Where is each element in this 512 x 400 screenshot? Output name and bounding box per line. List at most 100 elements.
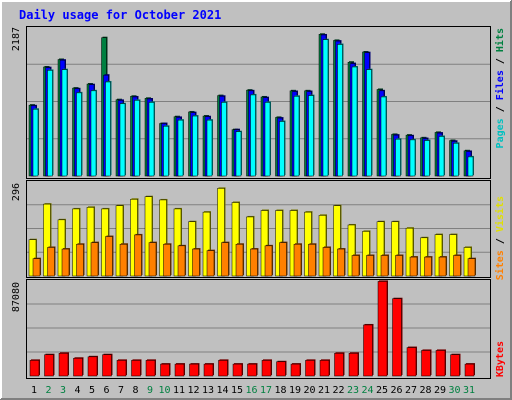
kbytes-bar	[348, 353, 359, 377]
sites-bar	[308, 243, 316, 277]
pages-bar	[163, 126, 169, 177]
pages-bar	[192, 115, 198, 177]
kbytes-bar	[450, 354, 460, 377]
kbytes-bar	[305, 360, 315, 377]
visits-bar	[391, 221, 399, 277]
visits-bar	[173, 208, 182, 277]
pages-bar	[264, 102, 271, 177]
day-label: 9	[147, 385, 153, 396]
day-label: 27	[405, 385, 417, 396]
day-label: 28	[419, 385, 431, 396]
pages-bar	[467, 156, 474, 177]
day-label: 14	[216, 385, 228, 396]
kbytes-bar	[29, 360, 40, 377]
sites-bar	[177, 245, 186, 277]
hits-legend: Hits	[494, 28, 506, 52]
pages-bar	[438, 136, 445, 177]
pages-bar	[293, 96, 300, 177]
kbytes-bar	[261, 360, 272, 377]
kbytes-bar	[145, 360, 156, 377]
day-label: 22	[332, 385, 344, 396]
kbytes-bar	[44, 354, 54, 377]
pages-bar	[61, 69, 68, 177]
sites-bar	[424, 256, 432, 277]
day-label: 2	[45, 385, 51, 396]
kbytes-bar	[102, 354, 112, 377]
day-label: 6	[103, 385, 109, 396]
sites-bar	[206, 250, 215, 277]
sites-bar	[467, 258, 476, 277]
day-label: 13	[202, 385, 214, 396]
kbytes-bar	[276, 361, 286, 377]
day-label: 3	[60, 385, 66, 396]
kbytes-bar	[290, 363, 301, 377]
pages-bar	[337, 44, 343, 177]
pages-bar	[322, 39, 329, 177]
kbytes-bar	[464, 363, 475, 377]
pages-bar	[409, 139, 416, 177]
day-label: 17	[260, 385, 272, 396]
pages-bar	[134, 100, 140, 177]
day-label: 11	[173, 385, 185, 396]
day-label: 20	[303, 385, 315, 396]
kbytes-bar	[218, 360, 228, 377]
day-label: 7	[118, 385, 124, 396]
sites-bar	[163, 243, 171, 277]
visits-bar	[318, 215, 327, 277]
day-label: 30	[448, 385, 460, 396]
panel2-max-label: 296	[11, 183, 22, 201]
day-label: 24	[361, 385, 373, 396]
kbytes-bar	[435, 350, 446, 377]
kbytes-bar	[406, 347, 417, 377]
kbytes-bar	[160, 363, 170, 377]
sites-bar	[322, 247, 331, 277]
day-label: 31	[463, 385, 475, 396]
day-axis-labels: 1 2 3 4 5 6 7 8 9 10 11 12 13 14 15 16 17 18 19 20 21 22 23 24 2…	[31, 385, 475, 396]
pages-bar	[32, 108, 39, 177]
sites-bar	[337, 248, 345, 277]
visits-bar	[57, 219, 66, 277]
kbytes-bar	[319, 360, 330, 377]
pages-legend: Pages	[495, 118, 506, 148]
day-label: 5	[89, 385, 95, 396]
pages-bar	[105, 81, 111, 177]
visits-bar	[260, 210, 269, 277]
pages-bar	[250, 94, 256, 177]
visits-bar	[376, 221, 385, 277]
pages-bar	[366, 69, 372, 177]
visits-bar	[246, 216, 254, 277]
kbytes-bar	[334, 353, 344, 377]
visits-bar	[202, 211, 211, 277]
pages-bar	[119, 103, 126, 177]
hits-files-pages-panel: 2187 Pages / Files / Hits	[11, 26, 506, 179]
pages-bar	[148, 102, 155, 177]
sites-bar	[395, 255, 403, 277]
panel1-ylabel: Pages / Files / Hits	[494, 28, 506, 148]
sites-bar	[351, 255, 360, 277]
sites-bar	[409, 256, 418, 277]
kbytes-bar	[203, 363, 214, 377]
sites-bar	[264, 245, 273, 277]
sites-bar	[235, 243, 244, 277]
sites-bar	[250, 248, 258, 277]
kbytes-bar	[232, 363, 243, 377]
visits-bar	[347, 224, 356, 277]
panel2-ylabel: Sites / Visits	[494, 196, 506, 280]
pages-bar	[424, 140, 430, 177]
kbytes-bar	[421, 350, 431, 377]
kbytes-bar	[392, 298, 402, 377]
visits-bar	[43, 203, 51, 277]
pages-bar	[279, 121, 285, 177]
sites-bar	[105, 236, 113, 277]
day-label: 15	[231, 385, 243, 396]
visits-bar	[217, 188, 225, 277]
pages-bar	[221, 102, 227, 177]
panel1-max-label: 2187	[11, 27, 22, 51]
visits-legend: Visits	[494, 196, 506, 232]
sites-bar	[61, 248, 70, 277]
kbytes-bar	[247, 363, 257, 377]
sites-bar	[453, 255, 461, 277]
pages-bar	[395, 138, 401, 177]
day-label: 19	[289, 385, 301, 396]
